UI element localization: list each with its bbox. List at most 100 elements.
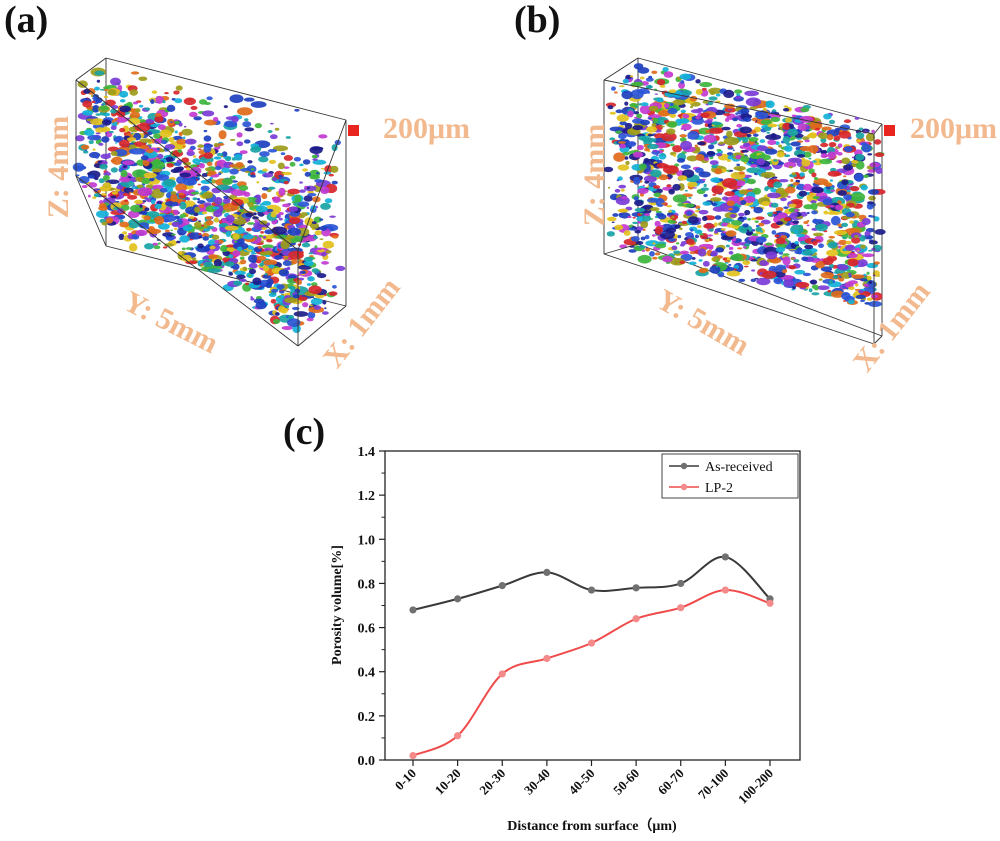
pore [673, 250, 681, 254]
pore [100, 153, 111, 160]
data-point-lp2 [721, 586, 729, 594]
pore [619, 143, 627, 149]
pore [275, 312, 280, 316]
pore [229, 94, 244, 103]
pore [95, 113, 102, 116]
pore [758, 222, 765, 227]
pore [119, 99, 126, 103]
pore [287, 318, 301, 328]
pore [756, 158, 765, 166]
pore [680, 109, 687, 114]
pore [658, 154, 663, 157]
pore [206, 172, 212, 177]
pore [680, 164, 691, 170]
pore [755, 110, 769, 120]
pore [300, 212, 308, 217]
pore [88, 194, 91, 198]
pore [131, 234, 140, 240]
pore [671, 245, 678, 251]
pore [182, 145, 186, 148]
pore [119, 221, 130, 228]
pore [201, 211, 208, 215]
pore [128, 243, 138, 252]
legend: As-received LP-2 [661, 453, 799, 499]
pore [607, 105, 614, 110]
pore [632, 125, 644, 131]
pore [794, 269, 806, 275]
pore [785, 117, 793, 123]
pore [198, 163, 205, 169]
pore [134, 199, 144, 205]
data-point-lp2 [543, 654, 551, 663]
pore [308, 252, 314, 255]
pore [225, 256, 230, 259]
pore [783, 154, 791, 158]
pore [677, 175, 688, 181]
pore [842, 175, 847, 178]
pore [119, 127, 126, 133]
pore [143, 172, 157, 179]
pore [615, 130, 623, 134]
pore [810, 200, 817, 204]
pore [198, 236, 203, 239]
pore [119, 90, 129, 98]
pore [115, 116, 128, 123]
pore [154, 203, 162, 209]
pore [836, 160, 842, 163]
pore [187, 224, 192, 228]
pore [829, 179, 833, 182]
pore [318, 134, 328, 139]
pore [832, 275, 839, 279]
pore [311, 282, 318, 287]
x-axis: 0-10 10-20 20-30 30-40 40-50 50-60 60-70 70-100… [392, 760, 776, 807]
pore [803, 183, 813, 191]
y-axis-title: Porosity volume[%] [330, 545, 345, 665]
pore [290, 238, 299, 243]
pore [740, 155, 750, 163]
pore [303, 256, 314, 262]
pore [203, 255, 210, 260]
pore [867, 201, 875, 205]
pore [827, 241, 838, 249]
pore [644, 234, 650, 240]
pore [714, 230, 719, 234]
pore [716, 152, 723, 157]
pore [805, 125, 811, 129]
pore [94, 70, 105, 76]
pore [110, 195, 117, 199]
pore [838, 239, 848, 246]
series-line-lp2 [412, 589, 771, 757]
pore [103, 95, 109, 99]
pore [179, 213, 187, 218]
pore [212, 206, 220, 210]
pore [809, 121, 823, 131]
pore [299, 181, 303, 184]
pore [225, 209, 231, 213]
pore [266, 238, 273, 243]
pore [165, 156, 174, 162]
pore [197, 148, 202, 150]
pore [263, 175, 268, 178]
pore [742, 246, 747, 249]
pore [848, 286, 855, 291]
pore [122, 231, 128, 235]
pore [178, 131, 183, 137]
pore [187, 148, 194, 152]
pore [128, 232, 133, 236]
pore [754, 220, 759, 223]
pore [709, 238, 713, 242]
pore [103, 170, 107, 173]
x-axis-title: Distance from surface（μm) [507, 818, 677, 834]
pore [213, 217, 220, 223]
pore [87, 134, 102, 141]
pore [662, 67, 669, 72]
pore [259, 262, 264, 267]
pore [237, 246, 243, 252]
pore [256, 180, 260, 184]
pore [110, 77, 121, 86]
pore [259, 151, 270, 157]
pore [103, 171, 111, 177]
legend-label-as-received: As-received [705, 460, 773, 475]
pore [183, 125, 187, 128]
pore [313, 305, 322, 310]
